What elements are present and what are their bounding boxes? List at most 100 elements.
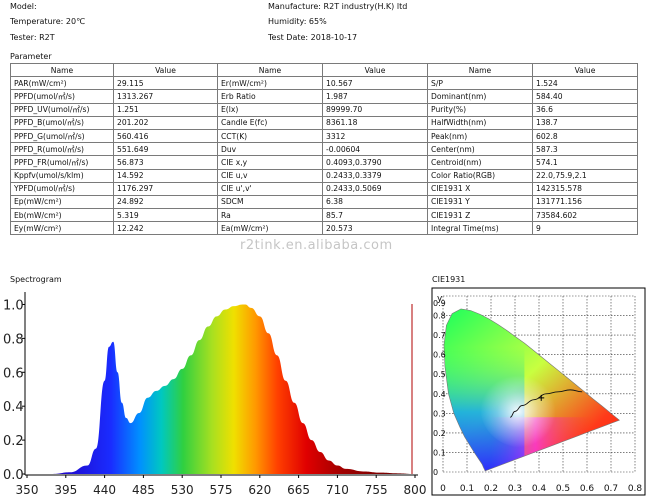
parameter-name-cell: Peak(nm) — [427, 128, 533, 144]
spectrum-y-tick-label: 0.0 — [3, 468, 24, 483]
parameter-value-cell: 73584.602 — [532, 208, 638, 223]
cie-x-tick-label: 0.6 — [580, 484, 595, 494]
parameter-value-cell: 1176.297 — [113, 181, 218, 196]
parameter-name-cell: PPFD_UV(umol/㎡/s) — [10, 102, 114, 117]
parameter-name-cell: PPFD_R(umol/㎡/s) — [10, 142, 114, 157]
parameter-row: Ep(mW/cm²) 24.892 SDCM 6.38 CIE1931 Y 131771.… — [10, 194, 638, 210]
cie-title: CIE1931 — [432, 275, 466, 284]
cie-y-tick-label: 0.7 — [433, 331, 446, 340]
parameter-name-cell: Ra — [217, 208, 323, 223]
parameter-value-cell: 12.242 — [113, 221, 218, 236]
parameter-name-cell: CIE1931 X — [427, 181, 533, 196]
parameter-value-cell: 584.40 — [532, 89, 638, 104]
cie-y-tick-label: 0.6 — [433, 351, 446, 360]
parameter-name-cell: PAR(mW/cm²) — [10, 76, 114, 91]
parameter-value-cell: 131771.156 — [532, 194, 638, 210]
parameter-row: Eb(mW/cm²) 5.319 Ra 85.7 CIE1931 Z 73584.602 — [10, 208, 638, 223]
parameter-row: PPFD(umol/㎡/s) 1313.267 Erb Ratio 1.987 Domi… — [10, 89, 638, 104]
spectrum-y-tick-label: 0.4 — [3, 400, 24, 415]
spectrum-x-tick-label: 395 — [54, 483, 77, 497]
parameter-value-cell: 20.573 — [322, 221, 428, 236]
parameter-name-cell: PPFD(umol/㎡/s) — [10, 89, 114, 104]
spectrum-x-tick-label: 755 — [365, 483, 388, 497]
parameter-name-cell: Candle E(fc) — [217, 115, 323, 130]
parameter-value-cell: 22.0,75.9,2.1 — [532, 168, 638, 183]
parameter-title: Parameter — [10, 52, 52, 61]
parameter-value-cell: 3312 — [322, 128, 428, 144]
parameter-value-cell: 574.1 — [532, 155, 638, 170]
parameter-row: Kppfv(umol/s/klm) 14.592 CIE u,v 0.2433,0.3… — [10, 168, 638, 183]
parameter-name-cell: PPFD_B(umol/㎡/s) — [10, 115, 114, 130]
parameter-value-cell: 8361.18 — [322, 115, 428, 130]
parameter-row: YPFD(umol/㎡/s) 1176.297 CIE u',v' 0.2433,0.… — [10, 181, 638, 196]
parameter-name-cell: YPFD(umol/㎡/s) — [10, 181, 114, 196]
parameter-name-cell: S/P — [427, 76, 533, 91]
column-header: Value — [532, 62, 638, 78]
parameter-value-cell: 560.416 — [113, 128, 218, 144]
cie-x-tick-label: 0.5 — [556, 484, 570, 494]
parameter-value-cell: 201.202 — [113, 115, 218, 130]
cie-y-tick-label: 0.2 — [433, 429, 446, 438]
spectrum-x-tick-label: 665 — [287, 483, 310, 497]
parameter-name-cell: Ep(mW/cm²) — [10, 194, 114, 210]
cie-x-tick-label: 0 — [440, 484, 446, 494]
parameter-value-cell: 0.4093,0.3790 — [322, 155, 428, 170]
cie-x-tick-label: 0.4 — [532, 484, 547, 494]
parameter-value-cell: 56.873 — [113, 155, 218, 170]
spectrum-x-tick-label: 440 — [93, 483, 116, 497]
parameter-value-cell: 1313.267 — [113, 89, 218, 104]
cie-y-axis-label: y — [437, 294, 443, 304]
parameter-name-cell: Erb Ratio — [217, 89, 323, 104]
spectrum-y-tick-label: 0.2 — [3, 434, 24, 449]
parameter-name-cell: Duv — [217, 142, 323, 157]
cie-y-tick-label: 0.3 — [433, 409, 446, 418]
parameter-name-cell: Color Ratio(RGB) — [427, 168, 533, 183]
cie-x-tick-label: 0.3 — [508, 484, 522, 494]
parameter-value-cell: 142315.578 — [532, 181, 638, 196]
column-header: Value — [113, 62, 218, 78]
parameter-name-cell: CIE u,v — [217, 168, 323, 183]
parameter-name-cell: Ea(mW/cm²) — [217, 221, 323, 236]
parameter-value-cell: 1.987 — [322, 89, 428, 104]
parameter-name-cell: PPFD_FR(umol/㎡/s) — [10, 155, 114, 170]
cie-x-tick-label: 0.7 — [604, 484, 618, 494]
column-header: Name — [10, 62, 114, 78]
parameter-value-cell: 89999.70 — [322, 102, 428, 117]
cie-planckian-locus — [510, 389, 583, 418]
spectrum-x-tick-label: 575 — [210, 483, 233, 497]
temperature-label: Temperature: 20℃ — [10, 17, 86, 26]
parameter-value-cell: 138.7 — [532, 115, 638, 130]
parameter-value-cell: 587.3 — [532, 142, 638, 157]
parameter-name-cell: E(lx) — [217, 102, 323, 117]
parameter-table-body: PAR(mW/cm²) 29.115 Er(mW/cm²) 10.567 S/P 1.52… — [10, 76, 638, 236]
manufacture-label: Manufacture: R2T industry(H.K) ltd — [268, 2, 408, 11]
spectrum-y-tick-label: 0.8 — [3, 332, 24, 347]
cie-white-point-glow — [480, 367, 565, 448]
parameter-name-cell: CIE1931 Y — [427, 194, 533, 210]
spectrogram-chart: 0.0 0.2 0.4 0.6 0.8 1.0 350 395 440 485 530 575 620 6… — [3, 292, 426, 497]
parameter-name-cell: HalfWidth(nm) — [427, 115, 533, 130]
parameter-table: Name Value Name Value Name Value PAR(mW/… — [10, 62, 638, 236]
parameter-value-cell: 24.892 — [113, 194, 218, 210]
parameter-name-cell: CIE u',v' — [217, 181, 323, 196]
spectrum-x-tick-label: 485 — [132, 483, 155, 497]
cie-y-tick-label: 0 — [433, 468, 438, 477]
cie-y-tick-label: 0.4 — [433, 390, 446, 399]
parameter-row: PPFD_UV(umol/㎡/s) 1.251 E(lx) 89999.70 Purit… — [10, 102, 638, 117]
spectrum-x-tick-label: 530 — [171, 483, 194, 497]
parameter-value-cell: 14.592 — [113, 168, 218, 183]
parameter-value-cell: 1.524 — [532, 76, 638, 91]
cie-spectral-locus — [443, 308, 620, 472]
parameter-name-cell: Kppfv(umol/s/klm) — [10, 168, 114, 183]
parameter-value-cell: 6.38 — [322, 194, 428, 210]
parameter-row: PPFD_G(umol/㎡/s) 560.416 CCT(K) 3312 Peak(nm… — [10, 128, 638, 144]
parameter-name-cell: Integral Time(ms) — [427, 221, 533, 236]
spectrum-area — [52, 304, 415, 474]
parameter-name-cell: Center(nm) — [427, 142, 533, 157]
parameter-value-cell: 85.7 — [322, 208, 428, 223]
tester-label: Tester: R2T — [10, 33, 55, 42]
parameter-row: PPFD_R(umol/㎡/s) 551.649 Duv -0.00604 Center… — [10, 142, 638, 157]
watermark-text: r2tink.en.alibaba.com — [240, 238, 393, 253]
cie-x-tick-label: 0.8 — [628, 484, 643, 494]
spectrum-y-tick-label: 1.0 — [3, 298, 24, 313]
